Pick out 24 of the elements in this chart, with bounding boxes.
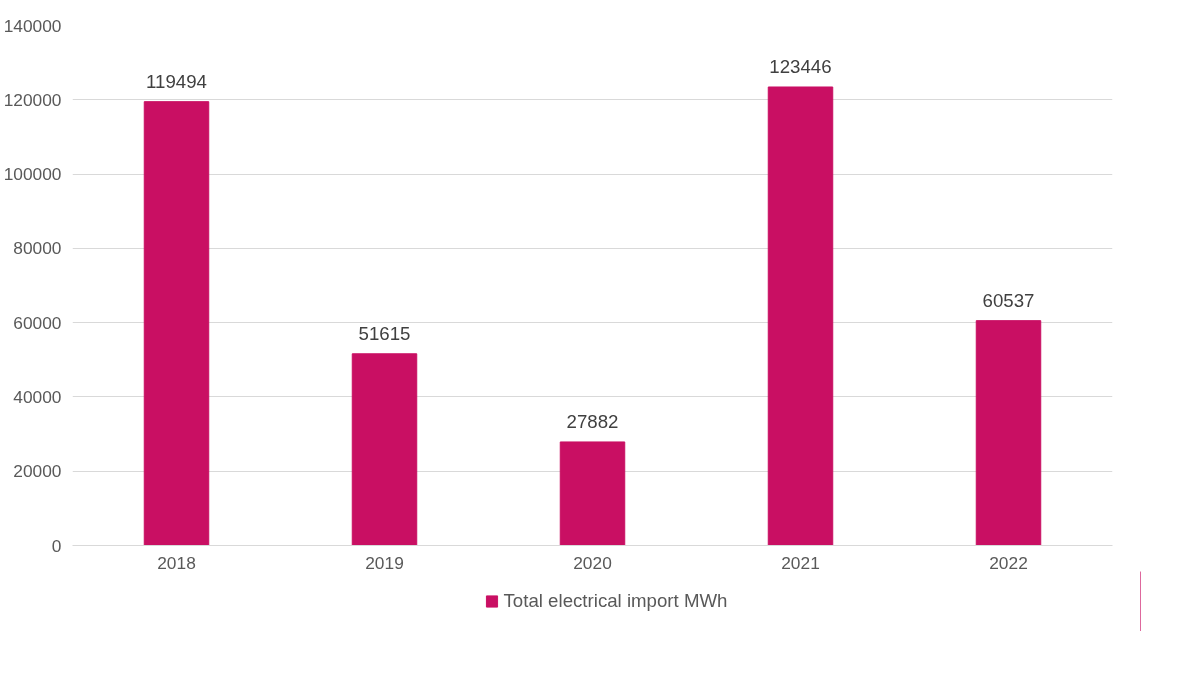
data-label: 27882 xyxy=(566,410,619,432)
data-label: 60537 xyxy=(982,289,1035,311)
bar xyxy=(351,353,418,546)
y-tick-label: 0 xyxy=(51,535,62,556)
y-tick-label: 40000 xyxy=(13,386,62,407)
legend-label: Total electrical import MWh xyxy=(503,590,728,612)
bar xyxy=(143,101,210,546)
y-tick-label: 100000 xyxy=(3,164,62,185)
y-tick-label: 60000 xyxy=(13,312,62,333)
y-tick-label: 20000 xyxy=(13,461,62,482)
x-tick-label: 2021 xyxy=(781,552,820,573)
data-label: 119494 xyxy=(146,70,207,92)
x-tick-label: 2022 xyxy=(989,552,1028,573)
bar xyxy=(975,320,1042,546)
bar xyxy=(767,86,834,546)
y-tick-label: 80000 xyxy=(13,238,62,259)
x-tick-label: 2019 xyxy=(365,552,404,573)
data-label: 123446 xyxy=(769,55,832,77)
bar xyxy=(559,441,626,546)
x-tick-label: 2020 xyxy=(573,552,612,573)
x-tick-label: 2018 xyxy=(157,552,196,573)
y-tick-label: 140000 xyxy=(3,15,62,36)
y-tick-label: 120000 xyxy=(3,89,62,110)
data-label: 51615 xyxy=(358,322,411,344)
